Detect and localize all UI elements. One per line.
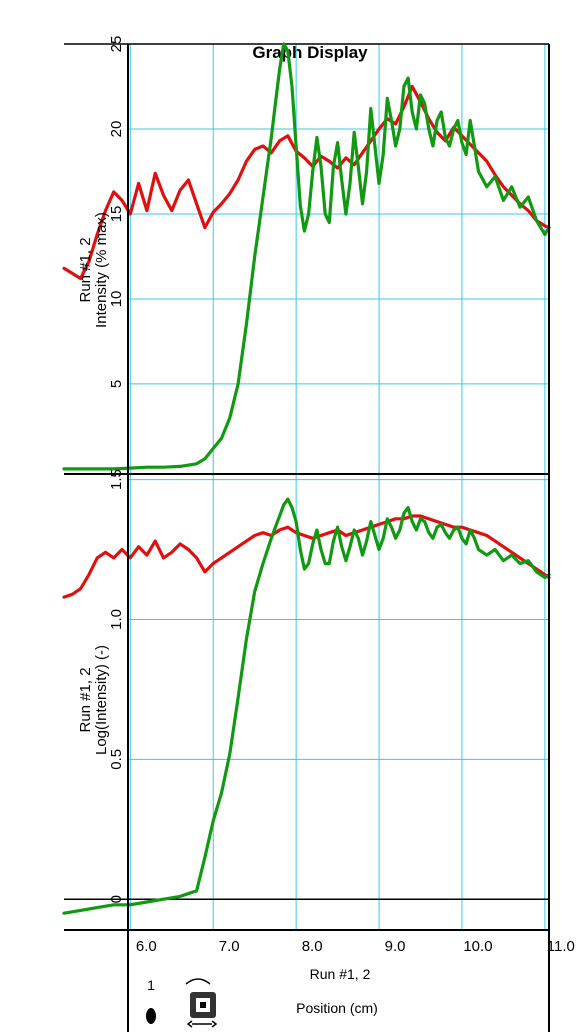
y-tick-label: 20: [108, 121, 125, 138]
y-tick-label: 5: [108, 380, 125, 388]
item-number: 1: [147, 977, 155, 993]
green-series-line: [62, 42, 551, 471]
x-axis-label-position: Position (cm): [296, 1000, 378, 1016]
x-tick-label: 7.0: [219, 938, 240, 955]
pan-zoom-icon[interactable]: [185, 978, 218, 1028]
x-tick-label: 6.0: [136, 938, 157, 955]
y-tick-label: 10: [108, 291, 125, 308]
x-axis-label-run: Run #1, 2: [310, 966, 371, 982]
y-axis-label-quantity: Intensity (% max): [93, 212, 110, 328]
y-tick-label: 15: [108, 206, 125, 223]
y-tick-labels: 5 10 15 20 25: [108, 36, 125, 388]
series-group: [62, 497, 551, 915]
x-tick-label: 9.0: [385, 938, 406, 955]
x-tick-label: 11.0: [547, 938, 575, 955]
y-tick-label: 0.5: [108, 749, 125, 770]
y-axis-label-run: Run #1, 2: [77, 667, 94, 732]
x-tick-label: 8.0: [302, 938, 323, 955]
grid: [64, 43, 549, 474]
log-intensity-panel: 0 0.5 1.0 1.5 Run #1, 2 Log(Intensity) (-): [62, 469, 551, 930]
y-axis-label-run: Run #1, 2: [77, 237, 94, 302]
chart-title: Graph Display: [252, 43, 368, 62]
green-series-line: [62, 497, 551, 915]
y-tick-label: 1.5: [108, 469, 125, 490]
y-axis-label-quantity: Log(Intensity) (-): [93, 645, 110, 755]
intensity-panel: 5 10 15 20 25 Run #1, 2 Intensity (% max): [62, 36, 551, 474]
series-group: [62, 42, 551, 471]
y-tick-label: 1.0: [108, 609, 125, 630]
record-icon[interactable]: [146, 1008, 156, 1024]
x-tick-labels: 6.0 7.0 8.0 9.0 10.0 11.0: [136, 938, 575, 955]
y-tick-label: 0: [108, 895, 125, 903]
red-series-line: [62, 84, 551, 281]
y-tick-label: 25: [108, 36, 125, 53]
x-tick-label: 10.0: [463, 938, 492, 955]
